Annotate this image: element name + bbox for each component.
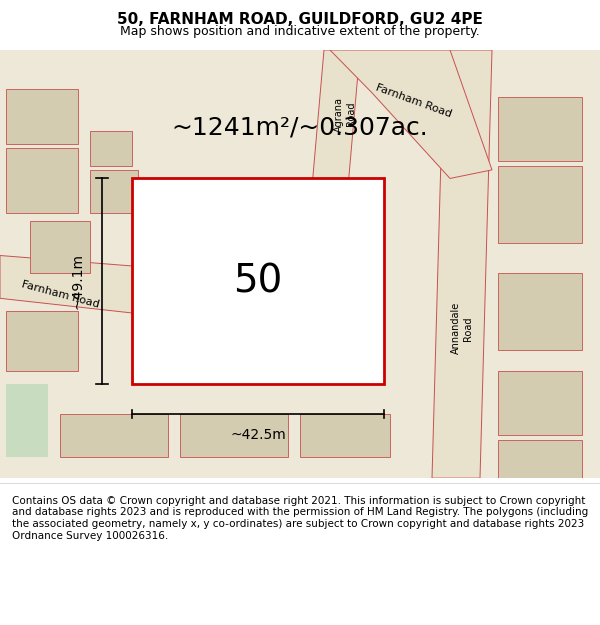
Bar bbox=[60, 414, 168, 457]
Text: Farnham Road: Farnham Road bbox=[20, 279, 100, 309]
Bar bbox=[498, 166, 582, 242]
Bar bbox=[6, 311, 78, 371]
Text: Farnham Road: Farnham Road bbox=[374, 83, 454, 120]
Text: Agrana
Road: Agrana Road bbox=[334, 97, 356, 132]
Text: 50, FARNHAM ROAD, GUILDFORD, GU2 4PE: 50, FARNHAM ROAD, GUILDFORD, GU2 4PE bbox=[117, 12, 483, 28]
Bar bbox=[30, 221, 90, 272]
Text: Annandale
Road: Annandale Road bbox=[451, 302, 473, 354]
Bar bbox=[498, 371, 582, 435]
Polygon shape bbox=[6, 384, 48, 457]
Bar bbox=[90, 170, 138, 212]
Bar bbox=[498, 272, 582, 350]
Text: ~42.5m: ~42.5m bbox=[230, 428, 286, 442]
Bar bbox=[6, 149, 78, 213]
Bar bbox=[498, 97, 582, 161]
Text: 50: 50 bbox=[233, 262, 283, 300]
Bar bbox=[132, 179, 384, 384]
Bar bbox=[498, 439, 582, 478]
Bar bbox=[300, 414, 390, 457]
Text: ~1241m²/~0.307ac.: ~1241m²/~0.307ac. bbox=[172, 115, 428, 139]
Polygon shape bbox=[330, 50, 492, 179]
Bar bbox=[90, 131, 132, 166]
Text: Contains OS data © Crown copyright and database right 2021. This information is : Contains OS data © Crown copyright and d… bbox=[12, 496, 588, 541]
Polygon shape bbox=[312, 50, 360, 187]
Bar bbox=[180, 414, 288, 457]
Bar bbox=[6, 89, 78, 144]
Text: ~49.1m: ~49.1m bbox=[71, 253, 85, 309]
Text: Map shows position and indicative extent of the property.: Map shows position and indicative extent… bbox=[120, 24, 480, 38]
Polygon shape bbox=[432, 50, 492, 478]
Polygon shape bbox=[0, 256, 330, 328]
